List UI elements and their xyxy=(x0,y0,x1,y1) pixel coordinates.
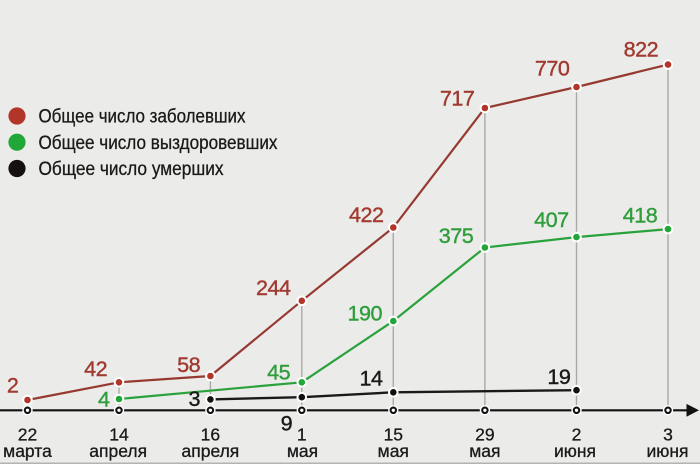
svg-text:14: 14 xyxy=(109,425,129,445)
svg-text:770: 770 xyxy=(535,56,570,81)
svg-text:19: 19 xyxy=(547,364,570,389)
svg-text:3: 3 xyxy=(189,386,201,411)
svg-text:375: 375 xyxy=(439,223,474,248)
svg-text:марта: марта xyxy=(3,441,52,461)
svg-text:4: 4 xyxy=(98,386,110,411)
svg-text:45: 45 xyxy=(267,360,291,385)
svg-text:14: 14 xyxy=(359,366,383,391)
svg-text:22: 22 xyxy=(18,425,37,445)
svg-text:июня: июня xyxy=(646,441,688,461)
svg-text:Общее число заболевших: Общее число заболевших xyxy=(39,107,246,128)
svg-text:июня: июня xyxy=(554,441,596,461)
svg-text:16: 16 xyxy=(201,425,220,445)
svg-text:422: 422 xyxy=(349,202,384,227)
svg-text:апреля: апреля xyxy=(182,441,240,461)
svg-text:Общее число выздоровевших: Общее число выздоровевших xyxy=(39,133,278,154)
svg-text:мая: мая xyxy=(378,441,409,461)
svg-text:407: 407 xyxy=(534,207,569,232)
svg-text:418: 418 xyxy=(623,203,658,228)
svg-text:822: 822 xyxy=(624,36,659,61)
svg-text:9: 9 xyxy=(281,410,293,435)
svg-text:58: 58 xyxy=(177,352,201,377)
svg-text:мая: мая xyxy=(469,441,500,461)
svg-text:190: 190 xyxy=(348,300,383,325)
svg-text:3: 3 xyxy=(663,425,673,445)
svg-text:244: 244 xyxy=(256,275,291,300)
svg-text:15: 15 xyxy=(384,425,403,445)
svg-text:1: 1 xyxy=(297,425,307,445)
svg-text:29: 29 xyxy=(475,425,494,445)
svg-text:717: 717 xyxy=(440,86,475,111)
svg-text:42: 42 xyxy=(84,356,107,381)
svg-text:апреля: апреля xyxy=(89,441,147,461)
svg-text:Общее число умерших: Общее число умерших xyxy=(39,159,224,180)
svg-text:2: 2 xyxy=(7,372,19,397)
svg-text:мая: мая xyxy=(287,441,318,461)
svg-text:2: 2 xyxy=(572,425,582,445)
